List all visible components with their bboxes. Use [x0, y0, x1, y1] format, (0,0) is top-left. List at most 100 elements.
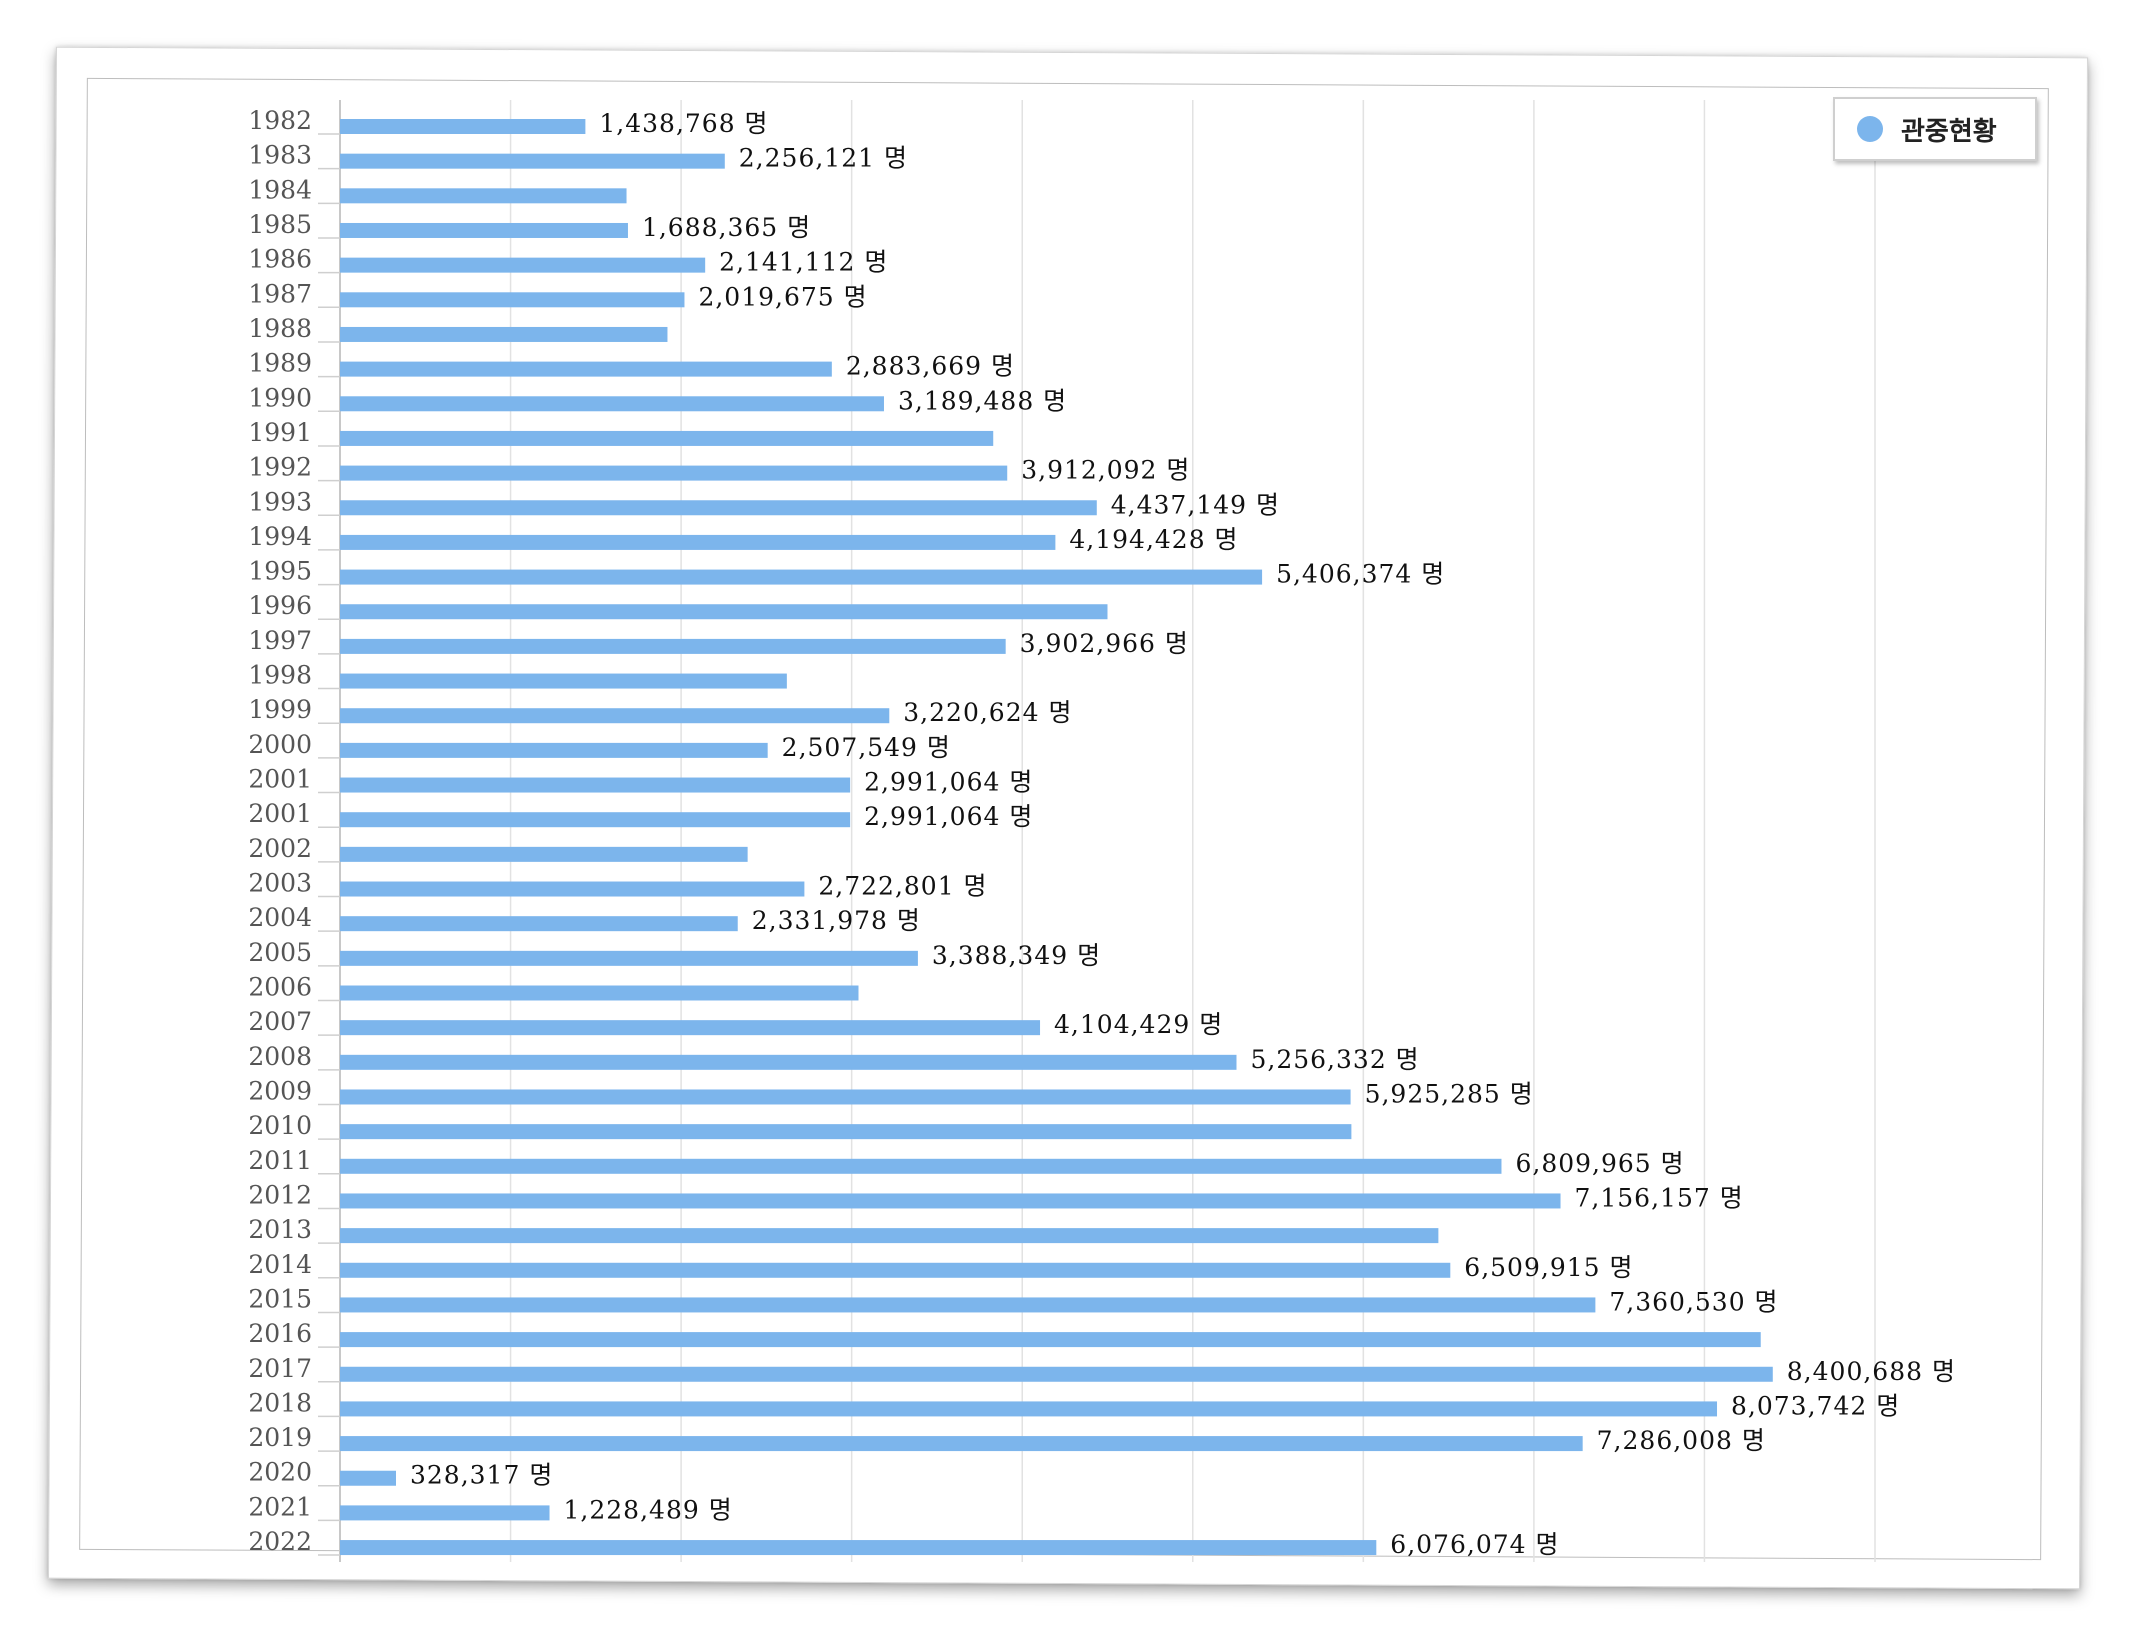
data-label: 3,912,092 명	[1021, 456, 1190, 485]
y-tick-label: 1994	[248, 522, 312, 551]
data-label: 328,317 명	[410, 1461, 553, 1490]
data-label: 8,073,742 명	[1731, 1391, 1900, 1420]
y-tick-label: 1985	[248, 210, 312, 239]
data-label: 6,809,965 명	[1515, 1149, 1684, 1178]
data-label: 2,141,112 명	[719, 248, 888, 277]
bar	[340, 950, 918, 966]
y-tick-label: 1989	[248, 349, 312, 378]
y-tick-label: 1992	[248, 453, 312, 482]
y-tick-label: 1999	[248, 695, 312, 724]
y-tick-label: 1983	[248, 141, 312, 170]
y-tick-label: 1984	[248, 175, 312, 204]
y-tick-label: 1993	[248, 487, 312, 516]
y-tick-label: 2000	[248, 730, 312, 759]
bar	[340, 1262, 1451, 1278]
bar	[340, 846, 748, 862]
y-tick-label: 2011	[248, 1146, 312, 1175]
bar	[340, 638, 1006, 654]
data-label: 3,388,349 명	[932, 941, 1101, 970]
bar	[340, 1401, 1718, 1417]
data-label: 2,722,801 명	[818, 872, 987, 901]
y-tick-label: 2013	[248, 1215, 312, 1244]
data-label: 2,256,121 명	[739, 144, 908, 173]
y-tick-label: 1997	[248, 626, 312, 655]
bar	[340, 361, 832, 377]
bar	[340, 500, 1097, 516]
y-tick-label: 2007	[248, 1007, 312, 1036]
data-label: 4,104,429 명	[1054, 1010, 1223, 1039]
bar	[340, 673, 787, 689]
bar	[340, 222, 628, 238]
y-tick-label: 2003	[248, 869, 312, 898]
y-tick-label: 2021	[248, 1492, 312, 1521]
bar	[340, 812, 851, 828]
data-label: 7,360,530 명	[1609, 1287, 1778, 1316]
y-tick-label: 2020	[248, 1458, 312, 1487]
bar	[340, 1228, 1439, 1244]
data-label: 7,286,008 명	[1597, 1426, 1766, 1455]
y-tick-label: 1996	[248, 591, 312, 620]
data-label: 1,688,365 명	[642, 213, 811, 242]
y-tick-label: 1995	[248, 557, 312, 586]
bar	[340, 1470, 396, 1486]
data-label: 7,156,157 명	[1575, 1183, 1744, 1212]
y-tick-label: 1987	[248, 279, 312, 308]
y-tick-label: 1986	[248, 245, 312, 274]
y-tick-label: 2014	[248, 1250, 312, 1279]
y-tick-label: 2001	[248, 765, 312, 794]
legend[interactable]: 관중현황	[1833, 97, 2037, 161]
data-label: 3,220,624 명	[903, 698, 1072, 727]
bar	[340, 985, 859, 1001]
y-tick-label: 2010	[248, 1111, 312, 1140]
circle-marker-icon	[1857, 116, 1883, 142]
y-tick-label: 2019	[248, 1423, 312, 1452]
data-label: 1,228,489 명	[564, 1495, 733, 1524]
bar	[340, 1436, 1583, 1452]
data-label: 5,406,374 명	[1276, 560, 1445, 589]
bar	[340, 1297, 1596, 1313]
bar	[340, 1054, 1237, 1070]
bar	[340, 430, 994, 446]
y-tick-label: 2017	[248, 1354, 312, 1383]
y-tick-label: 2001	[248, 799, 312, 828]
legend-label: 관중현황	[1901, 116, 1997, 147]
bar	[340, 326, 668, 342]
y-tick-label: 1988	[248, 314, 312, 343]
data-label: 8,400,688 명	[1787, 1357, 1956, 1386]
data-label: 3,902,966 명	[1020, 629, 1189, 658]
data-label: 6,076,074 명	[1390, 1530, 1559, 1559]
y-tick-label: 2004	[248, 903, 312, 932]
y-tick-label: 2015	[248, 1284, 312, 1313]
y-tick-label: 2002	[248, 834, 312, 863]
data-label: 5,925,285 명	[1365, 1079, 1534, 1108]
bar	[340, 1193, 1561, 1209]
bar	[340, 1540, 1377, 1556]
data-label: 3,189,488 명	[898, 386, 1067, 415]
bar	[340, 465, 1008, 481]
bar	[340, 534, 1056, 550]
bar	[340, 1089, 1351, 1105]
y-tick-label: 2012	[248, 1180, 312, 1209]
bar	[340, 1158, 1502, 1174]
bar	[340, 881, 805, 897]
y-tick-label: 1998	[248, 661, 312, 690]
bar	[340, 708, 890, 724]
data-label: 5,256,332 명	[1250, 1045, 1419, 1074]
y-tick-label: 1991	[248, 418, 312, 447]
y-tick-label: 1990	[248, 383, 312, 412]
bar	[340, 1366, 1773, 1382]
bar	[340, 292, 685, 308]
bar	[340, 257, 706, 273]
data-label: 2,883,669 명	[846, 352, 1015, 381]
bar	[340, 396, 884, 412]
bar	[340, 119, 586, 134]
data-label: 2,331,978 명	[752, 906, 921, 935]
y-tick-label: 2006	[248, 973, 312, 1002]
bar	[340, 777, 851, 793]
y-tick-label: 2008	[248, 1042, 312, 1071]
data-label: 1,438,768 명	[599, 109, 768, 138]
y-tick-label: 2022	[248, 1527, 312, 1556]
data-label: 2,019,675 명	[698, 282, 867, 311]
bar	[340, 153, 725, 169]
y-tick-label: 1982	[248, 106, 312, 135]
